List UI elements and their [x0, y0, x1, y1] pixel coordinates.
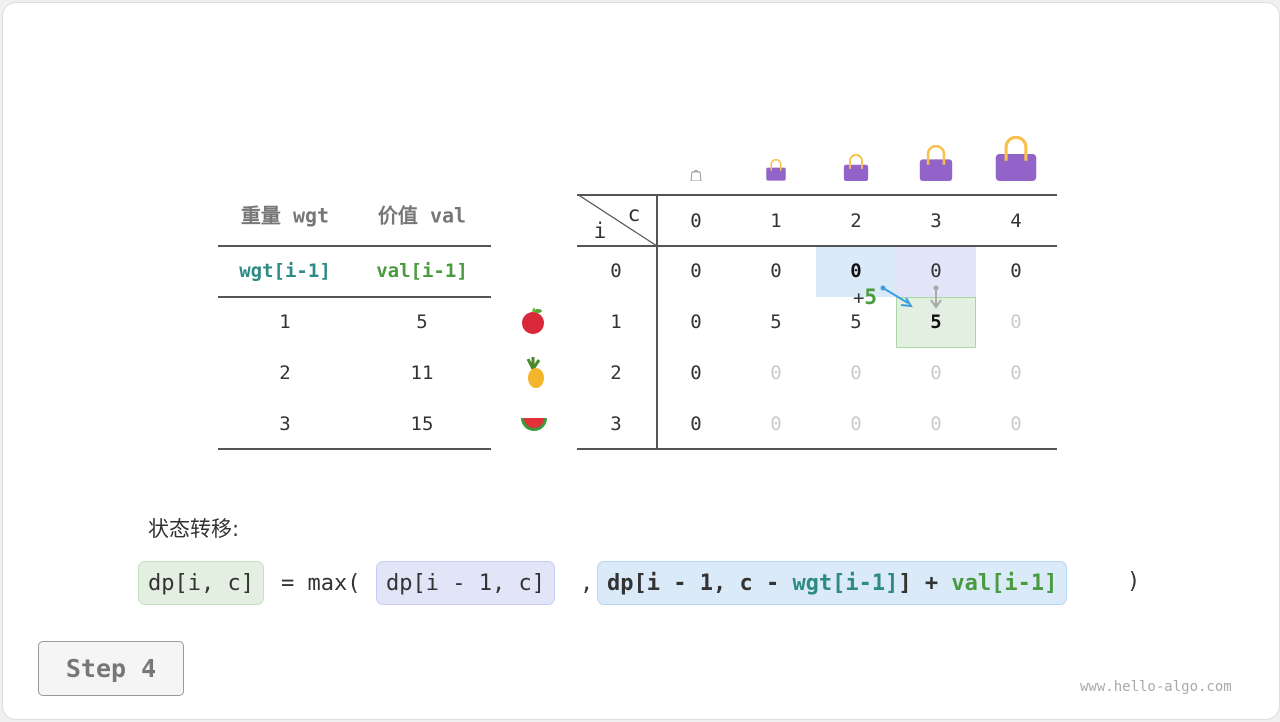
row-index: 2: [610, 362, 622, 384]
plus-value: 5: [864, 285, 878, 309]
capacity-header: 2: [850, 210, 862, 232]
capacity-header: 0: [690, 210, 702, 232]
divider: [577, 448, 1057, 450]
row-index: 1: [610, 311, 622, 333]
dp-cell: 0: [1010, 260, 1022, 282]
down-arrow: [930, 285, 942, 309]
dp-cell: 0: [850, 362, 862, 384]
term2-plus: ] +: [898, 571, 952, 596]
max-close: ): [1127, 569, 1141, 594]
pineapple-icon: [526, 357, 544, 388]
divider: [656, 194, 658, 449]
apple-icon: [522, 307, 544, 334]
item-value: 11: [410, 362, 434, 384]
val-subheader: val[i-1]: [376, 260, 468, 282]
dp-cell: 0: [930, 260, 942, 282]
item-weight: 2: [279, 362, 291, 384]
dp-cell: 0: [1010, 413, 1022, 435]
capacity-header: 1: [770, 210, 782, 232]
dp-cell: 0: [770, 413, 782, 435]
weight-header: 重量 wgt: [240, 203, 330, 228]
dp-cell: 5: [770, 311, 782, 333]
bag-size-2-icon: [843, 154, 869, 181]
plus-label: +5: [853, 285, 877, 309]
dp-cell: 0: [770, 362, 782, 384]
item-weight: 3: [279, 413, 291, 435]
capacity-header: 4: [1010, 210, 1022, 232]
term2-box: dp[i - 1, c - wgt[i-1]] + val[i-1]: [597, 561, 1068, 605]
max-open: = max(: [281, 571, 361, 596]
dp-cell: 0: [690, 362, 702, 384]
term1-box: dp[i - 1, c]: [376, 561, 555, 605]
divider: [218, 448, 491, 450]
plus-arrow: [880, 285, 913, 308]
dp-cell: 0: [690, 413, 702, 435]
term2-wgt: wgt[i-1]: [792, 571, 899, 596]
term2-val: val[i-1]: [951, 571, 1058, 596]
corner-i-label: i: [593, 219, 607, 243]
capacity-header: 3: [930, 210, 942, 232]
step-button[interactable]: Step 4: [38, 641, 184, 696]
empty-bag-icon: [690, 169, 702, 181]
bag-size-1-icon: [766, 159, 786, 181]
dp-cell: 0: [770, 260, 782, 282]
dp-cell: 5: [930, 311, 942, 333]
bag-size-3-icon: [919, 145, 953, 181]
value-header: 价值 val: [377, 203, 467, 228]
dp-cell: 0: [930, 362, 942, 384]
wgt-subheader: wgt[i-1]: [239, 260, 331, 282]
dp-cell: 0: [1010, 311, 1022, 333]
arrows: [880, 285, 942, 309]
divider: [577, 194, 1057, 196]
dp-cell: 0: [690, 260, 702, 282]
watermelon-icon: [521, 418, 547, 431]
dp-cell: 0: [1010, 362, 1022, 384]
dp-cell: 0: [850, 260, 862, 282]
bag-size-4-icon: [995, 136, 1037, 181]
transition-label: 状态转移:: [148, 517, 240, 541]
item-value: 15: [410, 413, 434, 435]
lhs-box: dp[i, c]: [138, 561, 264, 605]
dp-cell: 5: [850, 311, 862, 333]
comma: ,: [580, 571, 594, 596]
dp-cell: 0: [850, 413, 862, 435]
dp-cell: 0: [930, 413, 942, 435]
item-value: 5: [416, 311, 428, 333]
row-index: 0: [610, 260, 622, 282]
item-weight: 1: [279, 311, 291, 333]
term2-dp: dp[i - 1, c -: [607, 571, 793, 596]
divider: [218, 296, 491, 298]
dp-cell: 0: [690, 311, 702, 333]
plus-sign: +: [852, 287, 865, 309]
divider: [577, 245, 1057, 247]
corner-diagonal: [577, 194, 657, 246]
row-index: 3: [610, 413, 622, 435]
divider: [218, 245, 491, 247]
watermark: www.hello-algo.com: [1080, 679, 1232, 695]
corner-c-label: c: [627, 202, 641, 226]
